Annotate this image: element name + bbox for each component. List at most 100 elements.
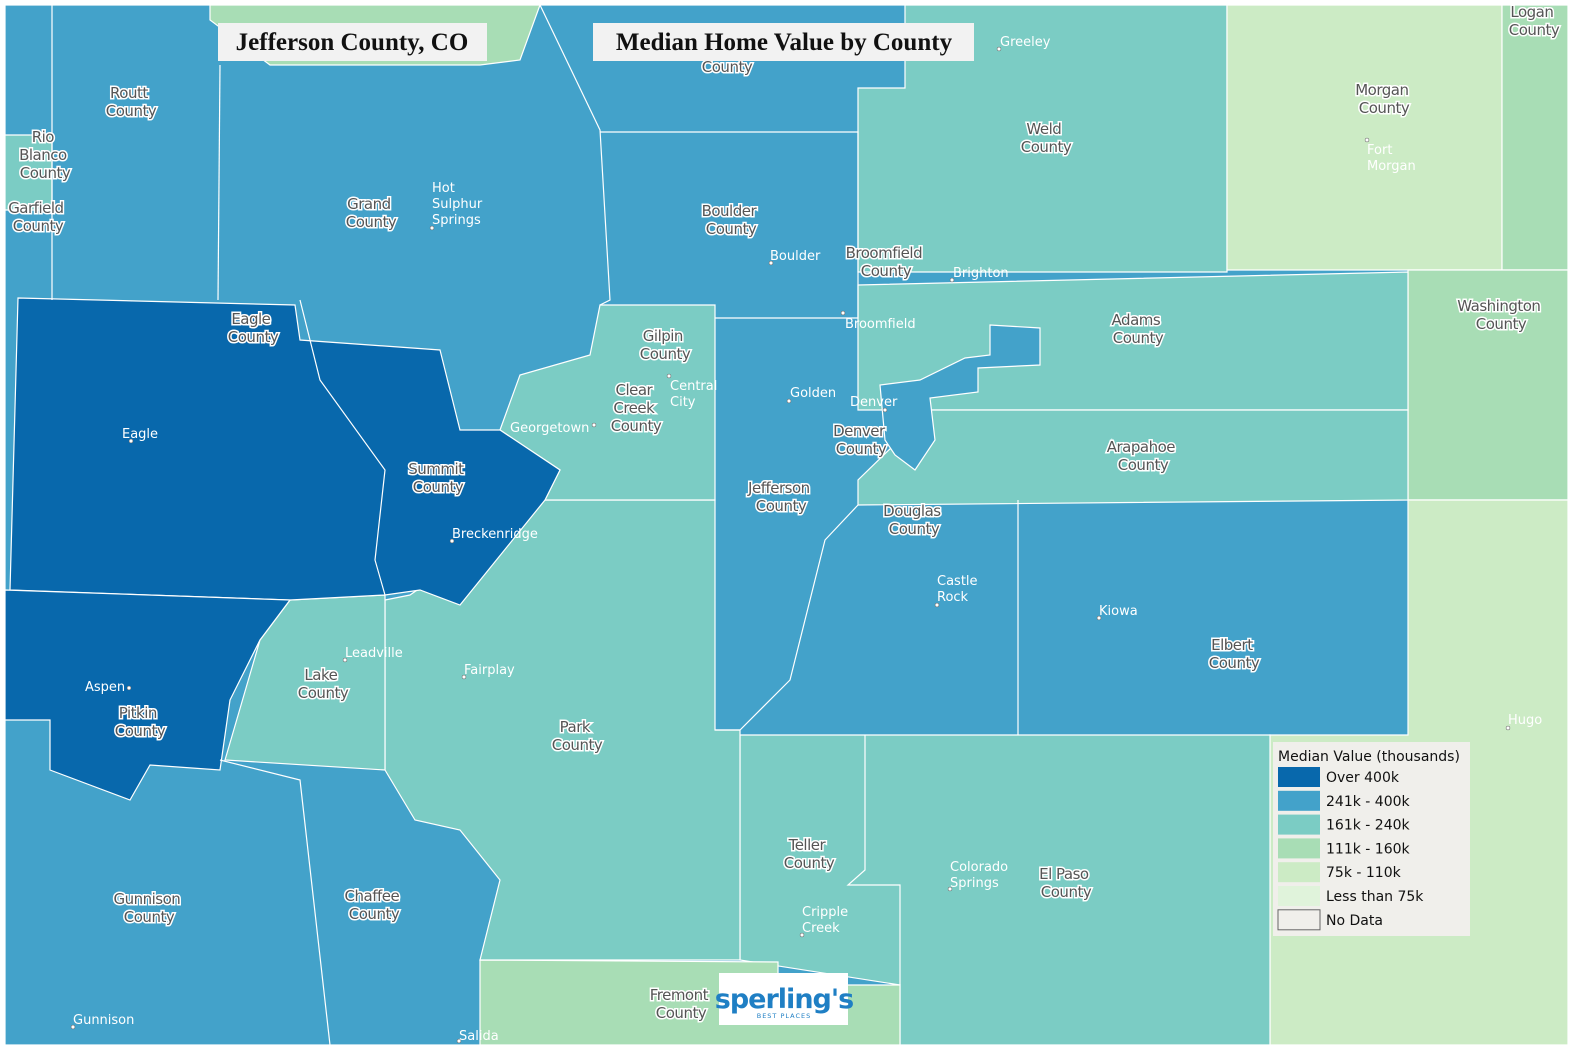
legend-label: Over 400k xyxy=(1326,770,1400,786)
logo-tagline: BEST PLACES xyxy=(757,1012,812,1020)
city-dot xyxy=(456,1038,462,1044)
county-label: Morgan County xyxy=(1355,81,1413,117)
legend-title: Median Value (thousands) xyxy=(1278,749,1460,765)
county-label: Weld County xyxy=(1021,120,1072,156)
county-label: Boulder County xyxy=(702,202,761,238)
logo-name: sperling's xyxy=(715,984,853,1015)
city-label: Castle Rock xyxy=(937,574,982,605)
county-label: Gunnison County xyxy=(113,890,184,926)
county-label: Denver County xyxy=(833,422,889,458)
city-label: Gunnison xyxy=(73,1013,134,1028)
city-dot xyxy=(128,438,134,444)
county-label: Gilpin County xyxy=(640,327,691,363)
county-label: Clear Creek County xyxy=(611,381,662,435)
city-dot xyxy=(666,373,672,379)
county-label: Teller County xyxy=(784,836,835,872)
county-label: Washington County xyxy=(1457,297,1544,333)
region-arapahoe xyxy=(857,409,1409,506)
county-label: Park County xyxy=(552,718,603,754)
city-label: Boulder xyxy=(770,249,821,264)
city-dot xyxy=(126,685,132,691)
city-label: Fort Morgan xyxy=(1367,143,1416,174)
legend: Median Value (thousands) Over 400k 241k -… xyxy=(1273,742,1470,936)
county-label: Grand County xyxy=(346,195,397,231)
city-dot xyxy=(342,657,348,663)
subtitle-box xyxy=(593,23,974,61)
legend-swatch xyxy=(1278,814,1320,835)
county-label: Fremont County xyxy=(650,986,713,1022)
legend-label: 111k - 160k xyxy=(1326,841,1411,857)
county-label: Rio Blanco County xyxy=(19,128,71,182)
city-dot xyxy=(799,932,805,938)
boundary xyxy=(539,4,611,306)
county-label: Arapahoe County xyxy=(1107,438,1180,474)
county-label: Adams County xyxy=(1112,311,1165,347)
city-label: Brighton xyxy=(953,266,1009,281)
city-label: Georgetown xyxy=(510,421,589,436)
legend-swatch xyxy=(1278,862,1320,883)
city-label: Broomfield xyxy=(845,317,916,332)
city-dot xyxy=(1364,137,1370,143)
county-label: Routt County xyxy=(106,84,157,120)
county-label: Summit County xyxy=(408,460,468,496)
city-label: Cripple Creek xyxy=(802,905,852,936)
title-box xyxy=(218,23,487,61)
legend-label: 241k - 400k xyxy=(1326,794,1411,810)
legend-swatch xyxy=(1278,886,1320,906)
region-logan xyxy=(1501,4,1569,271)
county-label: Logan County xyxy=(1509,3,1560,39)
city-dot xyxy=(996,46,1002,52)
county-label: Lake County xyxy=(298,666,349,702)
legend-swatch xyxy=(1278,767,1320,787)
county-label: Garfield County xyxy=(8,199,68,235)
city-dot xyxy=(591,422,597,428)
city-label: Denver xyxy=(850,395,898,410)
city-label: Kiowa xyxy=(1099,604,1138,619)
city-dot xyxy=(70,1024,76,1030)
legend-label: 161k - 240k xyxy=(1326,818,1411,834)
city-label: Breckenridge xyxy=(452,527,538,542)
county-label: El Paso County xyxy=(1039,865,1093,901)
title: Jefferson County, CO xyxy=(236,29,469,56)
city-dot xyxy=(1096,615,1102,621)
city-dot xyxy=(947,886,953,892)
city-dot xyxy=(768,260,774,266)
boundary xyxy=(299,299,386,596)
city-labels: Greeley Hot Sulphur Springs Boulder Brighto… xyxy=(70,35,1542,1044)
city-label: Salida xyxy=(459,1029,499,1044)
city-dot xyxy=(840,310,846,316)
city-label: Hugo xyxy=(1508,713,1542,728)
city-label: Greeley xyxy=(1000,35,1051,50)
city-dot xyxy=(949,277,955,283)
boundary xyxy=(715,504,859,731)
county-label: County xyxy=(702,58,753,76)
county-label: Elbert County xyxy=(1209,636,1260,672)
legend-swatch xyxy=(1277,909,1321,931)
city-label: Eagle xyxy=(122,427,158,442)
county-label: Chaffee County xyxy=(345,887,404,923)
county-label: Douglas County xyxy=(883,502,945,538)
city-dot xyxy=(461,674,467,680)
county-label: Eagle County xyxy=(228,310,279,346)
county-labels: Routt County Rio Blanco County Garfield Co… xyxy=(7,2,1562,1024)
boundary xyxy=(219,759,331,1046)
city-dot xyxy=(449,538,455,544)
legend-label: Less than 75k xyxy=(1326,889,1424,905)
city-dot xyxy=(1505,725,1511,731)
region-eagle-summit xyxy=(9,297,561,606)
city-label: Central City xyxy=(670,379,721,410)
region-pitkin xyxy=(4,589,292,801)
city-dot xyxy=(882,407,888,413)
logo-box xyxy=(719,973,848,1025)
city-label: Colorado Springs xyxy=(950,860,1012,891)
city-dot xyxy=(934,602,940,608)
legend-label: No Data xyxy=(1326,913,1383,929)
boundary xyxy=(600,131,859,319)
legend-swatch xyxy=(1278,790,1320,811)
city-label: Fairplay xyxy=(464,663,515,678)
city-dot xyxy=(786,398,792,404)
subtitle: Median Home Value by County xyxy=(616,29,953,56)
legend-swatch xyxy=(1278,838,1320,859)
city-label: Golden xyxy=(790,386,836,401)
